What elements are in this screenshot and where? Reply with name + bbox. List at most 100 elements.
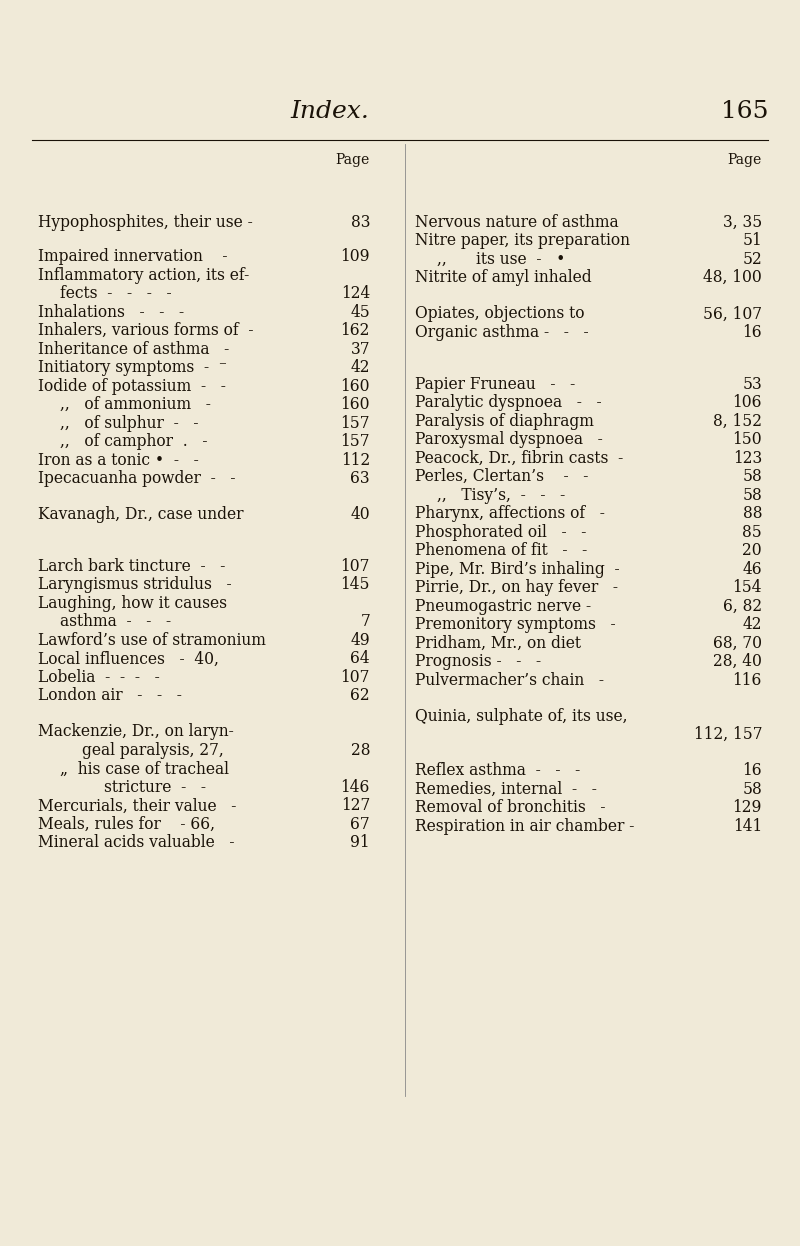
Text: Phosphorated oil   -   -: Phosphorated oil - - bbox=[415, 523, 586, 541]
Text: 28: 28 bbox=[350, 741, 370, 759]
Text: ,,   Tisy’s,  -   -   -: ,, Tisy’s, - - - bbox=[437, 487, 566, 503]
Text: 51: 51 bbox=[742, 232, 762, 249]
Text: 107: 107 bbox=[341, 669, 370, 685]
Text: Prognosis -   -   -: Prognosis - - - bbox=[415, 653, 541, 670]
Text: Paroxysmal dyspnoea   -: Paroxysmal dyspnoea - bbox=[415, 431, 602, 449]
Text: ,,      its use  -   •: ,, its use - • bbox=[437, 250, 566, 268]
Text: Inhalations   -   -   -: Inhalations - - - bbox=[38, 304, 184, 320]
Text: „  his case of tracheal: „ his case of tracheal bbox=[60, 760, 229, 778]
Text: 64: 64 bbox=[350, 650, 370, 668]
Text: 124: 124 bbox=[341, 285, 370, 302]
Text: 42: 42 bbox=[742, 617, 762, 633]
Text: 56, 107: 56, 107 bbox=[703, 305, 762, 323]
Text: fects  -   -   -   -: fects - - - - bbox=[60, 285, 172, 302]
Text: 145: 145 bbox=[341, 577, 370, 593]
Text: 28, 40: 28, 40 bbox=[713, 653, 762, 670]
Text: 160: 160 bbox=[341, 396, 370, 412]
Text: Nervous nature of asthma: Nervous nature of asthma bbox=[415, 214, 618, 231]
Text: 162: 162 bbox=[341, 321, 370, 339]
Text: Pulvermacher’s chain   -: Pulvermacher’s chain - bbox=[415, 672, 604, 689]
Text: Premonitory symptoms   -: Premonitory symptoms - bbox=[415, 617, 616, 633]
Text: Larch bark tincture  -   -: Larch bark tincture - - bbox=[38, 558, 226, 574]
Text: Initiatory symptoms  -  ⁻: Initiatory symptoms - ⁻ bbox=[38, 359, 227, 376]
Text: 106: 106 bbox=[733, 394, 762, 411]
Text: 129: 129 bbox=[733, 800, 762, 816]
Text: Inheritance of asthma   -: Inheritance of asthma - bbox=[38, 340, 230, 358]
Text: Inflammatory action, its ef-: Inflammatory action, its ef- bbox=[38, 267, 250, 284]
Text: 112, 157: 112, 157 bbox=[694, 726, 762, 744]
Text: Reflex asthma  -   -   -: Reflex asthma - - - bbox=[415, 763, 580, 779]
Text: Peacock, Dr., fibrin casts  -: Peacock, Dr., fibrin casts - bbox=[415, 450, 623, 467]
Text: 48, 100: 48, 100 bbox=[703, 269, 762, 287]
Text: 109: 109 bbox=[341, 248, 370, 265]
Text: Phenomena of fit   -   -: Phenomena of fit - - bbox=[415, 542, 587, 559]
Text: Paralysis of diaphragm: Paralysis of diaphragm bbox=[415, 412, 594, 430]
Text: 91: 91 bbox=[350, 835, 370, 851]
Text: Lobelia  -  -  -   -: Lobelia - - - - bbox=[38, 669, 160, 685]
Text: Respiration in air chamber -: Respiration in air chamber - bbox=[415, 817, 634, 835]
Text: 45: 45 bbox=[350, 304, 370, 320]
Text: Index.: Index. bbox=[290, 101, 370, 123]
Text: 6, 82: 6, 82 bbox=[723, 598, 762, 614]
Text: ,,   of ammonium   -: ,, of ammonium - bbox=[60, 396, 211, 412]
Text: geal paralysis, 27,: geal paralysis, 27, bbox=[82, 741, 224, 759]
Text: Removal of bronchitis   -: Removal of bronchitis - bbox=[415, 800, 606, 816]
Text: 52: 52 bbox=[742, 250, 762, 268]
Text: 3, 35: 3, 35 bbox=[722, 214, 762, 231]
Text: 37: 37 bbox=[350, 340, 370, 358]
Text: 154: 154 bbox=[733, 579, 762, 596]
Text: 16: 16 bbox=[742, 763, 762, 779]
Text: 165: 165 bbox=[722, 101, 769, 123]
Text: 20: 20 bbox=[742, 542, 762, 559]
Text: 53: 53 bbox=[742, 376, 762, 392]
Text: Organic asthma -   -   -: Organic asthma - - - bbox=[415, 324, 589, 341]
Text: 127: 127 bbox=[341, 797, 370, 815]
Text: 85: 85 bbox=[742, 523, 762, 541]
Text: Remedies, internal  -   -: Remedies, internal - - bbox=[415, 781, 597, 797]
Text: Lawford’s use of stramonium: Lawford’s use of stramonium bbox=[38, 632, 266, 649]
Text: 146: 146 bbox=[341, 779, 370, 796]
Text: 49: 49 bbox=[350, 632, 370, 649]
Text: ,,   of sulphur  -   -: ,, of sulphur - - bbox=[60, 415, 198, 431]
Text: Page: Page bbox=[336, 153, 370, 167]
Text: Pipe, Mr. Bird’s inhaling  -: Pipe, Mr. Bird’s inhaling - bbox=[415, 561, 620, 578]
Text: 46: 46 bbox=[742, 561, 762, 578]
Text: Quinia, sulphate of, its use,: Quinia, sulphate of, its use, bbox=[415, 708, 627, 725]
Text: 107: 107 bbox=[341, 558, 370, 574]
Text: Meals, rules for    - 66,: Meals, rules for - 66, bbox=[38, 816, 215, 834]
Text: 88: 88 bbox=[742, 505, 762, 522]
Text: Pharynx, affections of   -: Pharynx, affections of - bbox=[415, 505, 605, 522]
Text: Nitrite of amyl inhaled: Nitrite of amyl inhaled bbox=[415, 269, 592, 287]
Text: Mineral acids valuable   -: Mineral acids valuable - bbox=[38, 835, 234, 851]
Text: Iron as a tonic •  -   -: Iron as a tonic • - - bbox=[38, 451, 198, 468]
Text: Laryngismus stridulus   -: Laryngismus stridulus - bbox=[38, 577, 232, 593]
Text: 16: 16 bbox=[742, 324, 762, 341]
Text: Papier Fruneau   -   -: Papier Fruneau - - bbox=[415, 376, 575, 392]
Text: 8, 152: 8, 152 bbox=[713, 412, 762, 430]
Text: 116: 116 bbox=[733, 672, 762, 689]
Text: 7: 7 bbox=[360, 613, 370, 630]
Text: 58: 58 bbox=[742, 487, 762, 503]
Text: Local influences   -  40,: Local influences - 40, bbox=[38, 650, 219, 668]
Text: Pneumogastric nerve -: Pneumogastric nerve - bbox=[415, 598, 591, 614]
Text: 160: 160 bbox=[341, 378, 370, 395]
Text: asthma  -   -   -: asthma - - - bbox=[60, 613, 171, 630]
Text: London air   -   -   -: London air - - - bbox=[38, 688, 182, 704]
Text: 112: 112 bbox=[341, 451, 370, 468]
Text: Paralytic dyspnoea   -   -: Paralytic dyspnoea - - bbox=[415, 394, 602, 411]
Text: 63: 63 bbox=[350, 470, 370, 487]
Text: 68, 70: 68, 70 bbox=[713, 634, 762, 652]
Text: 123: 123 bbox=[733, 450, 762, 467]
Text: 157: 157 bbox=[341, 415, 370, 431]
Text: Inhalers, various forms of  -: Inhalers, various forms of - bbox=[38, 321, 254, 339]
Text: Ipecacuanha powder  -   -: Ipecacuanha powder - - bbox=[38, 470, 235, 487]
Text: Opiates, objections to: Opiates, objections to bbox=[415, 305, 585, 323]
Text: 67: 67 bbox=[350, 816, 370, 834]
Text: Pirrie, Dr., on hay fever   -: Pirrie, Dr., on hay fever - bbox=[415, 579, 618, 596]
Text: 83: 83 bbox=[350, 214, 370, 231]
Text: 62: 62 bbox=[350, 688, 370, 704]
Text: Mackenzie, Dr., on laryn-: Mackenzie, Dr., on laryn- bbox=[38, 724, 234, 740]
Text: 58: 58 bbox=[742, 468, 762, 485]
Text: stricture  -   -: stricture - - bbox=[104, 779, 206, 796]
Text: Nitre paper, its preparation: Nitre paper, its preparation bbox=[415, 232, 630, 249]
